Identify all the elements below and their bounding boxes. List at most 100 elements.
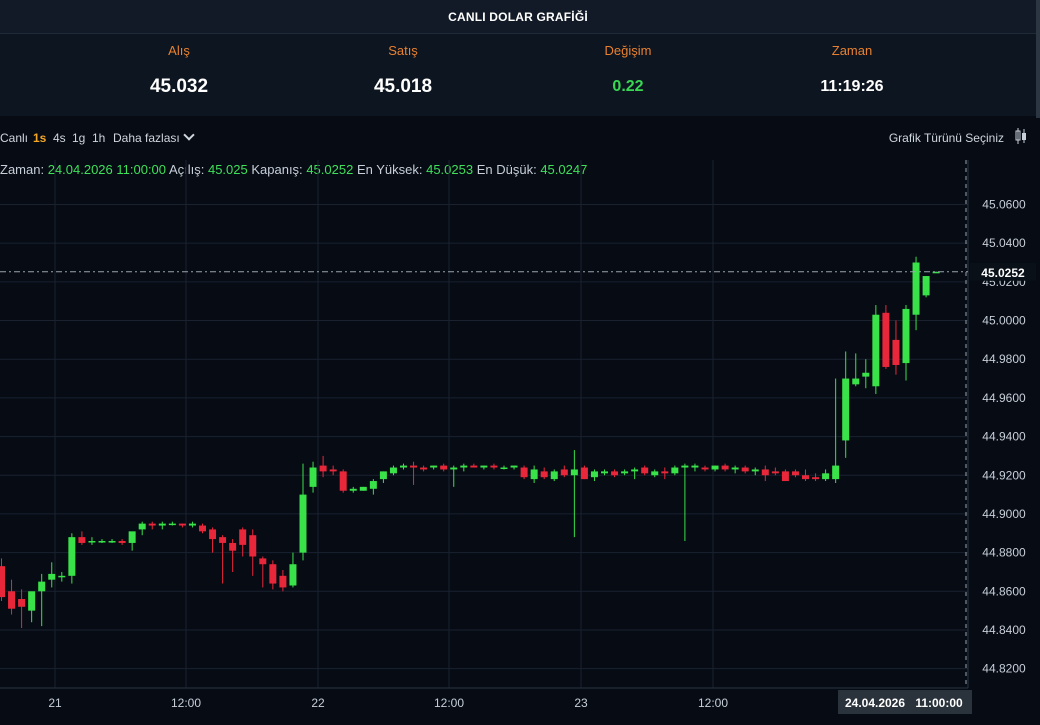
tab-canli[interactable]: Canlı bbox=[0, 131, 29, 145]
tab-4s[interactable]: 4s bbox=[53, 131, 66, 145]
candle-body[interactable] bbox=[601, 471, 608, 474]
candle-body[interactable] bbox=[88, 541, 96, 543]
candle-body[interactable] bbox=[168, 523, 176, 526]
candle-body[interactable] bbox=[791, 471, 799, 476]
candle-body[interactable] bbox=[691, 465, 699, 468]
candle-body[interactable] bbox=[249, 535, 257, 557]
candle-body[interactable] bbox=[751, 469, 759, 472]
candle-body[interactable] bbox=[711, 465, 719, 470]
candle-body[interactable] bbox=[470, 465, 478, 468]
candle-body[interactable] bbox=[0, 566, 5, 598]
candle-body[interactable] bbox=[701, 467, 709, 470]
candle-body[interactable] bbox=[862, 372, 870, 377]
candle-body[interactable] bbox=[912, 262, 920, 315]
candle-body[interactable] bbox=[651, 471, 659, 476]
candle-body[interactable] bbox=[741, 467, 749, 472]
candle-body[interactable] bbox=[460, 465, 468, 468]
candle-body[interactable] bbox=[48, 573, 56, 580]
candle-body[interactable] bbox=[520, 467, 528, 478]
candle-body[interactable] bbox=[882, 312, 890, 367]
candle-body[interactable] bbox=[902, 308, 910, 364]
candle-body[interactable] bbox=[78, 537, 86, 543]
more-timeframes-button[interactable]: Daha fazlası bbox=[113, 129, 195, 145]
candle-body[interactable] bbox=[852, 378, 860, 385]
tab-1g[interactable]: 1g bbox=[72, 131, 86, 145]
candle-body[interactable] bbox=[259, 558, 267, 565]
candle-body[interactable] bbox=[570, 469, 578, 476]
candle-body[interactable] bbox=[530, 469, 538, 480]
candle-body[interactable] bbox=[761, 469, 769, 476]
candle-body[interactable] bbox=[621, 471, 629, 474]
candle-body[interactable] bbox=[540, 471, 548, 478]
candle-body[interactable] bbox=[58, 575, 66, 578]
candle-body[interactable] bbox=[812, 477, 820, 480]
candle-body[interactable] bbox=[611, 471, 619, 476]
candle-body[interactable] bbox=[872, 314, 880, 387]
candle-body[interactable] bbox=[410, 465, 418, 468]
candle-body[interactable] bbox=[128, 531, 136, 543]
candle-body[interactable] bbox=[490, 465, 498, 468]
candlestick-icon[interactable] bbox=[1014, 127, 1028, 145]
candle-body[interactable] bbox=[731, 467, 739, 470]
candle-body[interactable] bbox=[289, 564, 297, 586]
candle-body[interactable] bbox=[510, 465, 518, 468]
candle-body[interactable] bbox=[631, 469, 639, 472]
tab-1h[interactable]: 1h bbox=[92, 131, 106, 145]
candle-body[interactable] bbox=[932, 271, 940, 274]
candle-body[interactable] bbox=[188, 523, 196, 526]
candle-body[interactable] bbox=[339, 471, 347, 491]
candle-body[interactable] bbox=[269, 564, 277, 584]
tab-1s[interactable]: 1s bbox=[33, 131, 47, 145]
candle-body[interactable] bbox=[661, 471, 669, 474]
candle-body[interactable] bbox=[68, 537, 76, 576]
candle-body[interactable] bbox=[550, 471, 558, 480]
candle-body[interactable] bbox=[671, 467, 679, 474]
candle-body[interactable] bbox=[349, 488, 357, 491]
candle-body[interactable] bbox=[430, 465, 438, 468]
candle-body[interactable] bbox=[209, 529, 217, 540]
candle-body[interactable] bbox=[842, 378, 850, 441]
chart-type-selector[interactable]: Grafik Türünü Seçiniz bbox=[888, 131, 1004, 145]
candle-body[interactable] bbox=[721, 465, 729, 470]
candle-body[interactable] bbox=[18, 599, 26, 607]
candle-body[interactable] bbox=[98, 541, 106, 543]
candle-body[interactable] bbox=[450, 467, 458, 470]
candle-body[interactable] bbox=[299, 494, 307, 553]
candle-body[interactable] bbox=[590, 471, 598, 478]
candle-body[interactable] bbox=[389, 467, 397, 474]
candle-body[interactable] bbox=[681, 465, 689, 468]
candle-body[interactable] bbox=[379, 471, 387, 480]
candle-body[interactable] bbox=[138, 523, 146, 530]
candle-body[interactable] bbox=[239, 529, 247, 545]
candle-body[interactable] bbox=[158, 523, 166, 526]
candle-body[interactable] bbox=[108, 541, 116, 543]
scrollbar[interactable] bbox=[1036, 0, 1040, 118]
candle-body[interactable] bbox=[199, 525, 206, 532]
candle-body[interactable] bbox=[319, 465, 327, 472]
candle-body[interactable] bbox=[500, 467, 508, 470]
candle-body[interactable] bbox=[771, 471, 779, 474]
candle-body[interactable] bbox=[822, 473, 830, 480]
candle-body[interactable] bbox=[229, 542, 237, 551]
candle-body[interactable] bbox=[802, 475, 809, 480]
candle-body[interactable] bbox=[178, 523, 186, 526]
candle-body[interactable] bbox=[400, 465, 407, 468]
candle-body[interactable] bbox=[560, 469, 568, 476]
candle-body[interactable] bbox=[781, 471, 789, 482]
candle-body[interactable] bbox=[480, 465, 488, 468]
candle-body[interactable] bbox=[148, 523, 156, 526]
candle-body[interactable] bbox=[922, 276, 930, 296]
candle-body[interactable] bbox=[329, 469, 337, 472]
candle-body[interactable] bbox=[832, 465, 840, 480]
candle-body[interactable] bbox=[28, 591, 36, 611]
candle-body[interactable] bbox=[420, 467, 428, 470]
candle-body[interactable] bbox=[118, 541, 126, 543]
candle-body[interactable] bbox=[641, 467, 649, 474]
candle-body[interactable] bbox=[892, 339, 900, 366]
candle-body[interactable] bbox=[580, 467, 588, 480]
candle-body[interactable] bbox=[440, 465, 448, 470]
candle-body[interactable] bbox=[219, 537, 227, 543]
candle-body[interactable] bbox=[38, 581, 46, 592]
candle-body[interactable] bbox=[369, 481, 377, 489]
